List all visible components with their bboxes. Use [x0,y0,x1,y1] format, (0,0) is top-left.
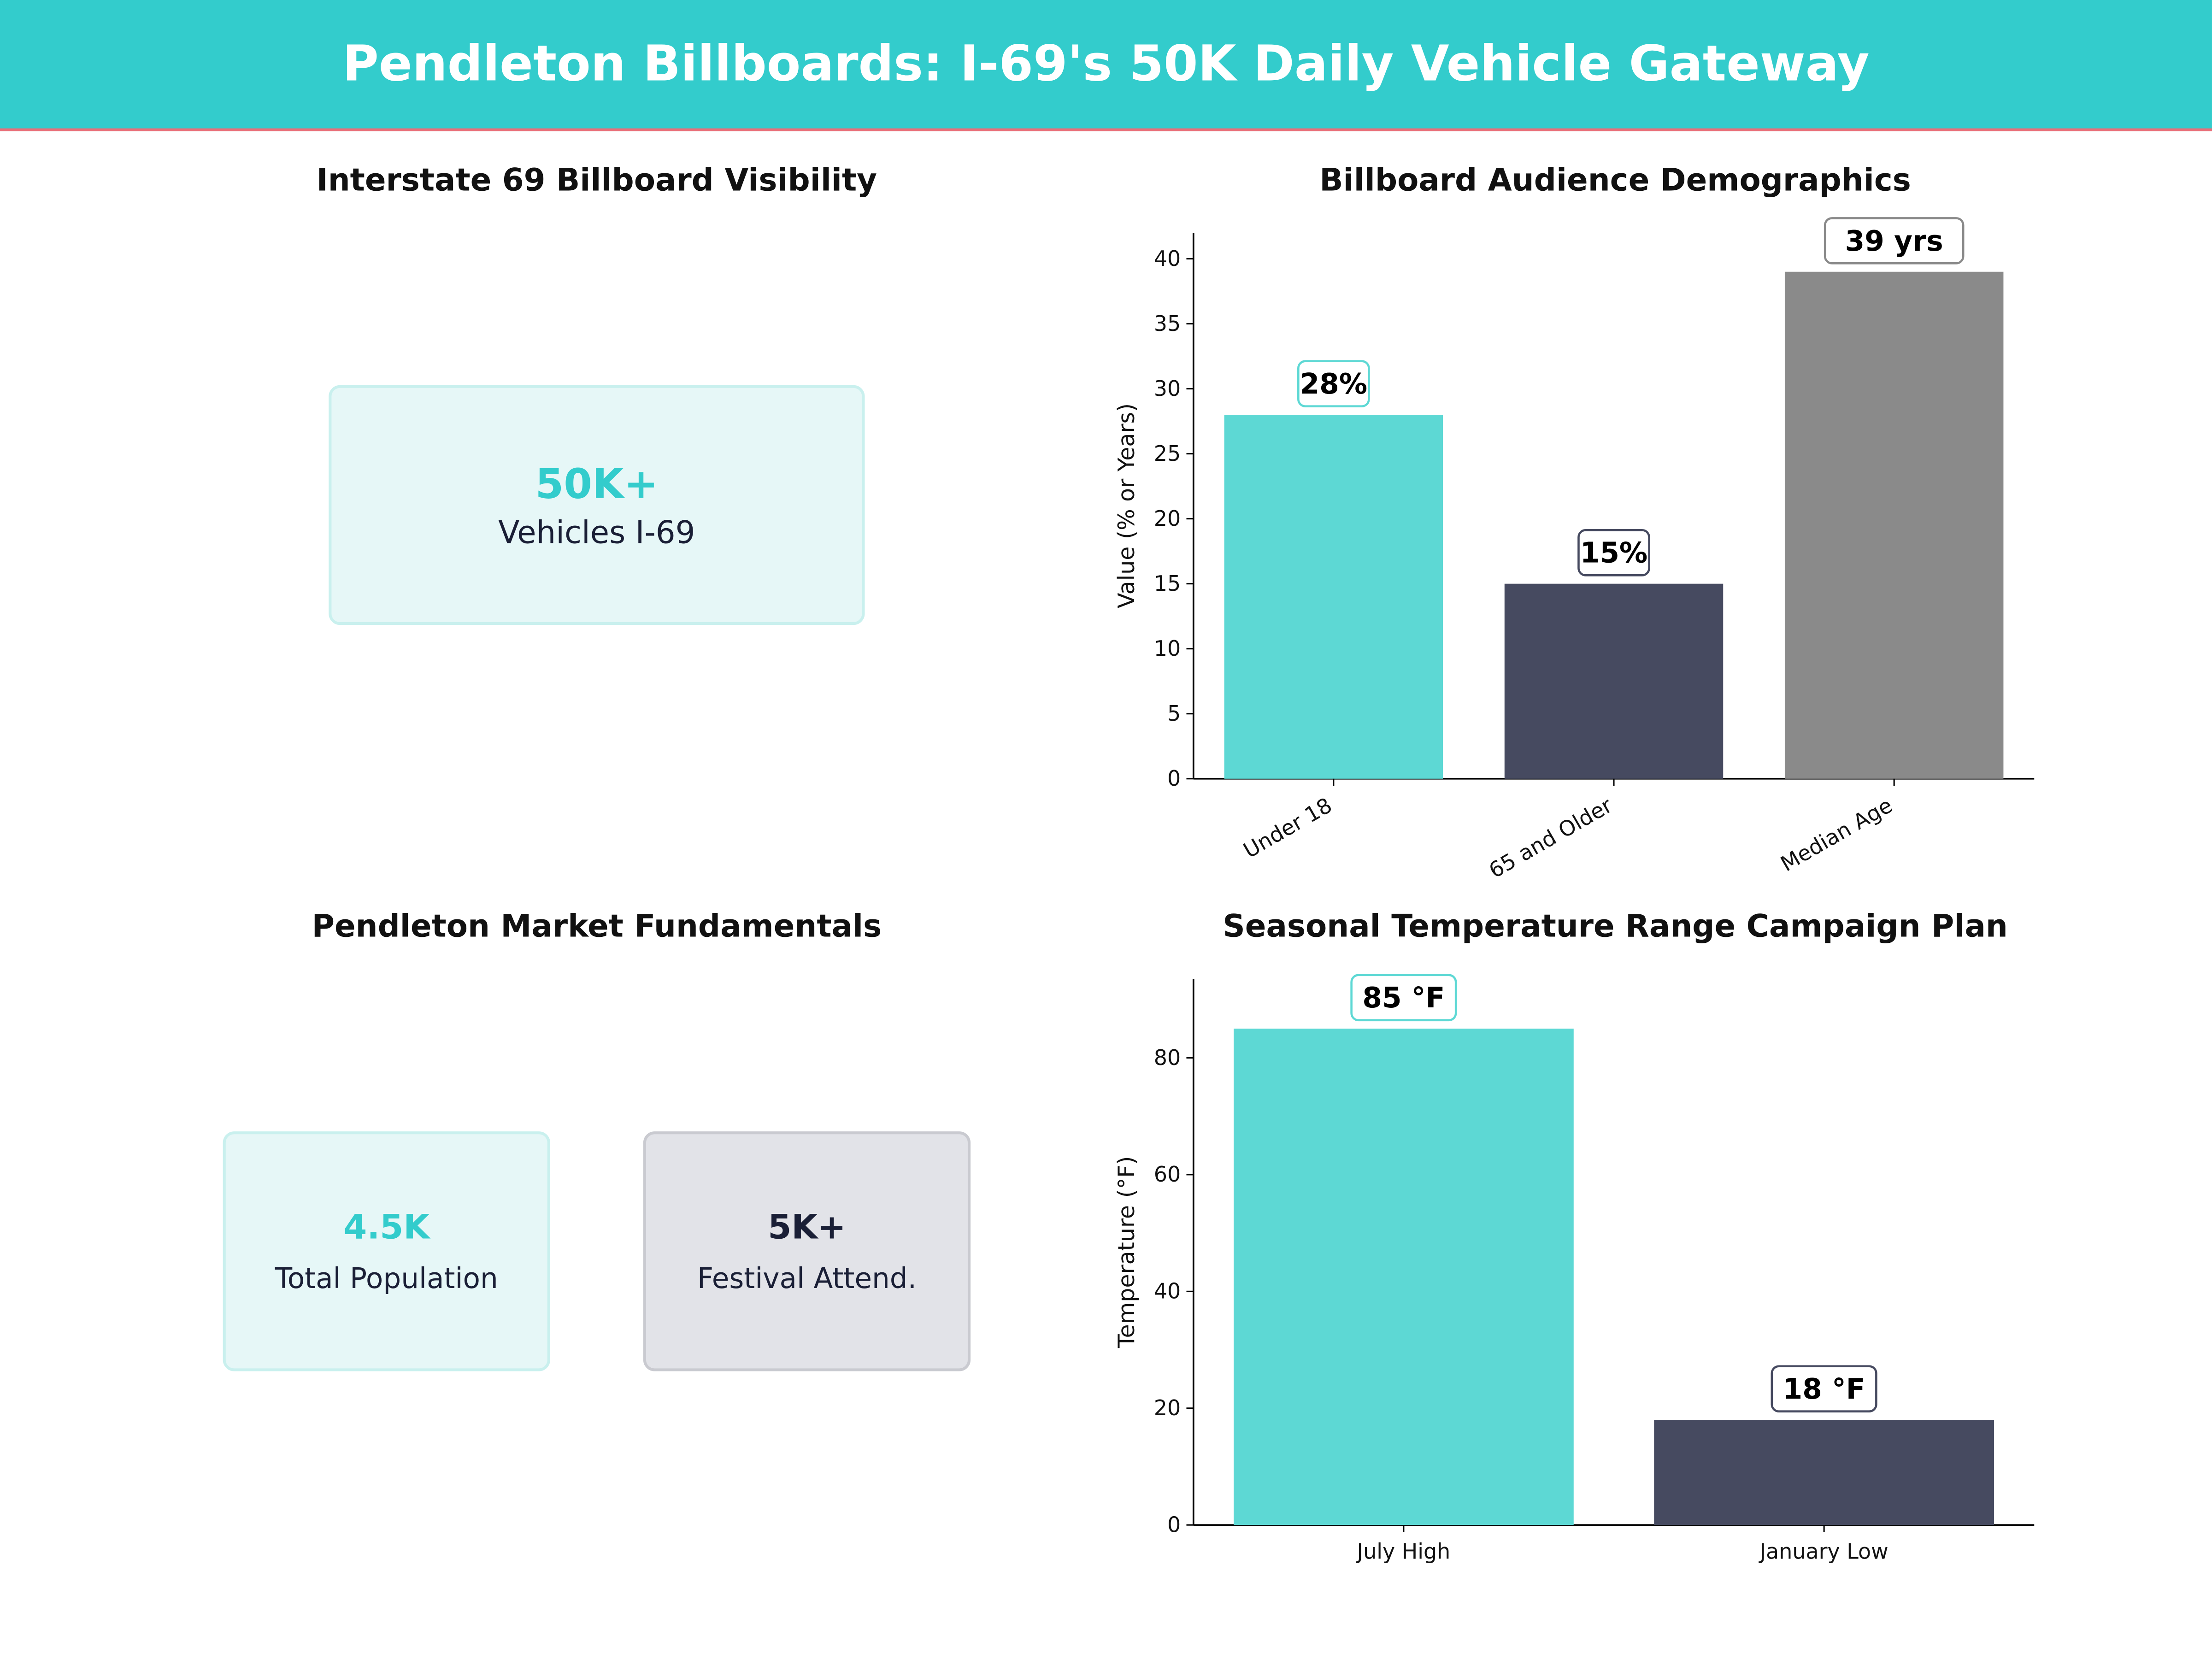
data-label: 85 °F [1362,982,1445,1014]
y-tick-label: 80 [1154,1045,1181,1070]
x-tick-label: January Low [1759,1539,1888,1564]
data-label: 15% [1580,537,1648,570]
kpi-value: 4.5K [343,1207,430,1247]
y-tick-label: 60 [1154,1162,1181,1187]
kpi-value: 50K+ [535,459,659,507]
bar-january-low [1654,1420,1994,1525]
x-tick-label: July High [1356,1539,1451,1564]
header-banner: Pendleton Billboards: I-69's 50K Daily V… [0,0,2212,131]
data-label: 39 yrs [1845,225,1943,258]
vehicles-kpi-card: 50K+ Vehicles I-69 [329,385,865,625]
y-tick-label: 40 [1154,246,1181,271]
bar-65-and-older [1504,583,1724,779]
y-tick-label: 5 [1167,701,1181,726]
y-tick-label: 20 [1154,1395,1181,1420]
bar-july-high [1234,1029,1574,1525]
kpi-label: Festival Attend. [697,1261,917,1295]
y-axis-label: Temperature (°F) [1113,1156,1140,1349]
y-axis-label: Value (% or Years) [1113,403,1140,608]
y-tick-label: 40 [1154,1279,1181,1304]
page-title: Pendleton Billboards: I-69's 50K Daily V… [342,36,1870,93]
y-tick-label: 0 [1167,1512,1181,1537]
bar-under-18 [1224,414,1443,779]
x-tick-label: Under 18 [1239,793,1336,863]
y-tick-label: 35 [1154,311,1181,336]
data-label-box [1297,360,1370,407]
kpi-value: 5K+ [768,1207,846,1247]
y-tick-label: 0 [1167,766,1181,791]
bar-median-age [1784,271,2004,779]
data-label: 28% [1300,368,1368,400]
temperature-chart-title: Seasonal Temperature Range Campaign Plan [1223,910,2008,946]
x-tick-label: Median Age [1777,793,1897,877]
population-kpi-card: 4.5K Total Population [223,1131,550,1371]
kpi-label: Vehicles I-69 [498,515,695,551]
y-tick-label: 10 [1154,636,1181,661]
y-tick-label: 25 [1154,441,1181,466]
y-tick-label: 20 [1154,506,1181,531]
data-label: 18 °F [1783,1373,1865,1406]
x-tick-label: 65 and Older [1484,793,1616,883]
festival-kpi-card: 5K+ Festival Attend. [643,1131,971,1371]
demographics-chart-title: Billboard Audience Demographics [1319,164,1911,199]
y-tick-label: 30 [1154,376,1181,401]
data-label-box [1350,974,1457,1022]
data-label-box [1771,1365,1877,1413]
data-label-box [1577,529,1650,577]
y-tick-label: 15 [1154,571,1181,596]
data-label-box [1824,217,1965,265]
visibility-panel-title: Interstate 69 Billboard Visibility [316,164,877,199]
kpi-label: Total Population [275,1261,498,1295]
market-panel-title: Pendleton Market Fundamentals [312,910,882,946]
